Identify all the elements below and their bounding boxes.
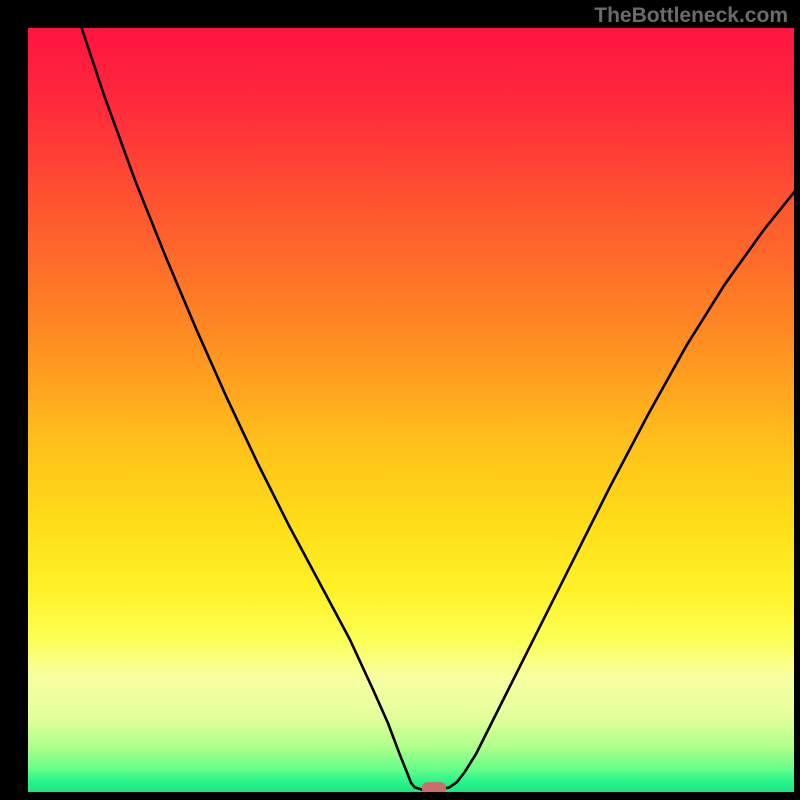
plot-area xyxy=(28,28,794,792)
chart-frame: TheBottleneck.com xyxy=(0,0,800,800)
bottleneck-curve xyxy=(82,28,794,790)
watermark-text: TheBottleneck.com xyxy=(594,4,788,28)
highlight-marker xyxy=(422,782,447,792)
curve-layer xyxy=(28,28,794,792)
